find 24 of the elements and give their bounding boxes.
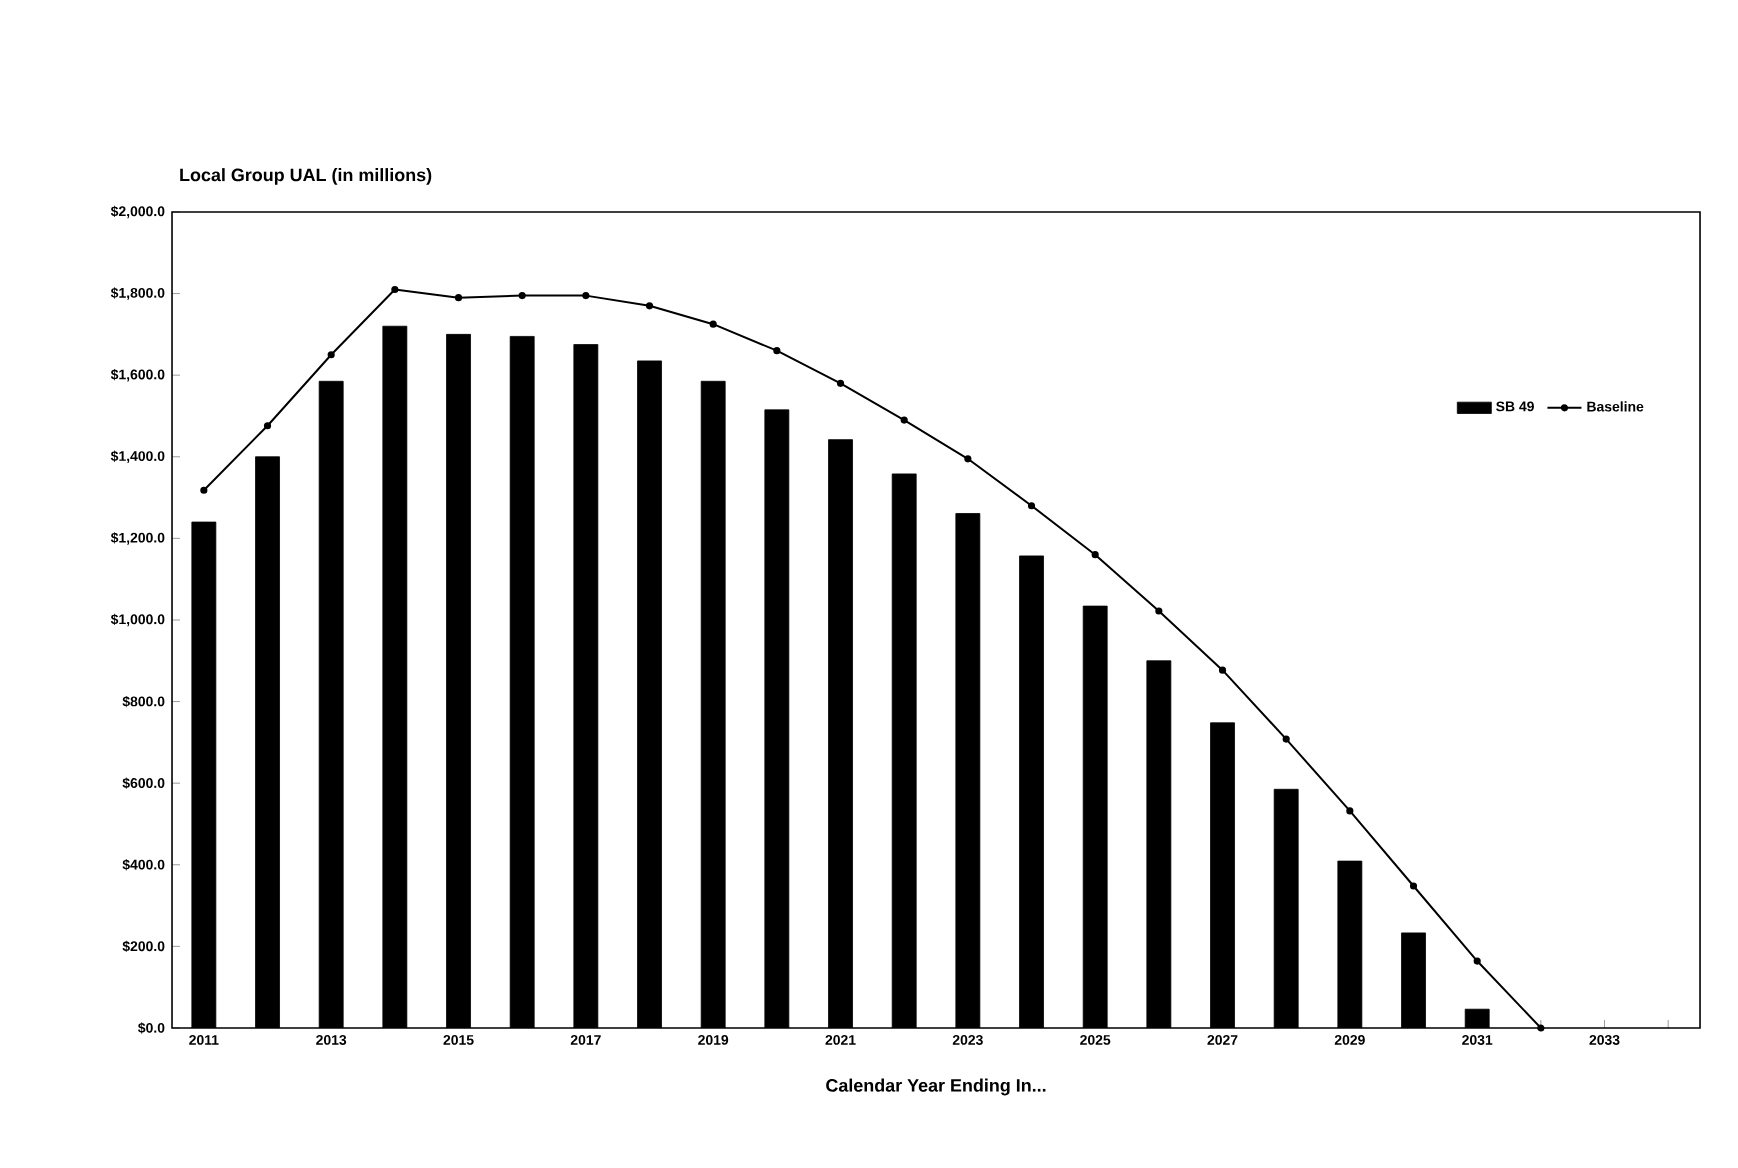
- point: [327, 351, 335, 359]
- point: [582, 292, 590, 300]
- point: [1346, 807, 1354, 815]
- point: [1155, 607, 1163, 615]
- point: [645, 302, 654, 310]
- point: [391, 285, 399, 294]
- point: [200, 486, 208, 494]
- point: [263, 422, 272, 430]
- point: [1473, 957, 1481, 965]
- point: [1537, 1024, 1545, 1032]
- point: [1027, 502, 1036, 510]
- chart-title: Local Group UAL (in millions): [180, 168, 432, 185]
- point: [1282, 735, 1290, 743]
- point: [709, 320, 717, 328]
- point: [454, 294, 463, 302]
- point: [1409, 882, 1418, 890]
- point: [900, 416, 908, 424]
- point: [518, 292, 526, 300]
- point: [836, 379, 845, 387]
- point: [1218, 666, 1227, 674]
- point: [773, 347, 781, 355]
- x-axis-title: Calendar Year Ending In...: [826, 1078, 1046, 1096]
- point: [1091, 551, 1099, 559]
- point: [964, 455, 972, 463]
